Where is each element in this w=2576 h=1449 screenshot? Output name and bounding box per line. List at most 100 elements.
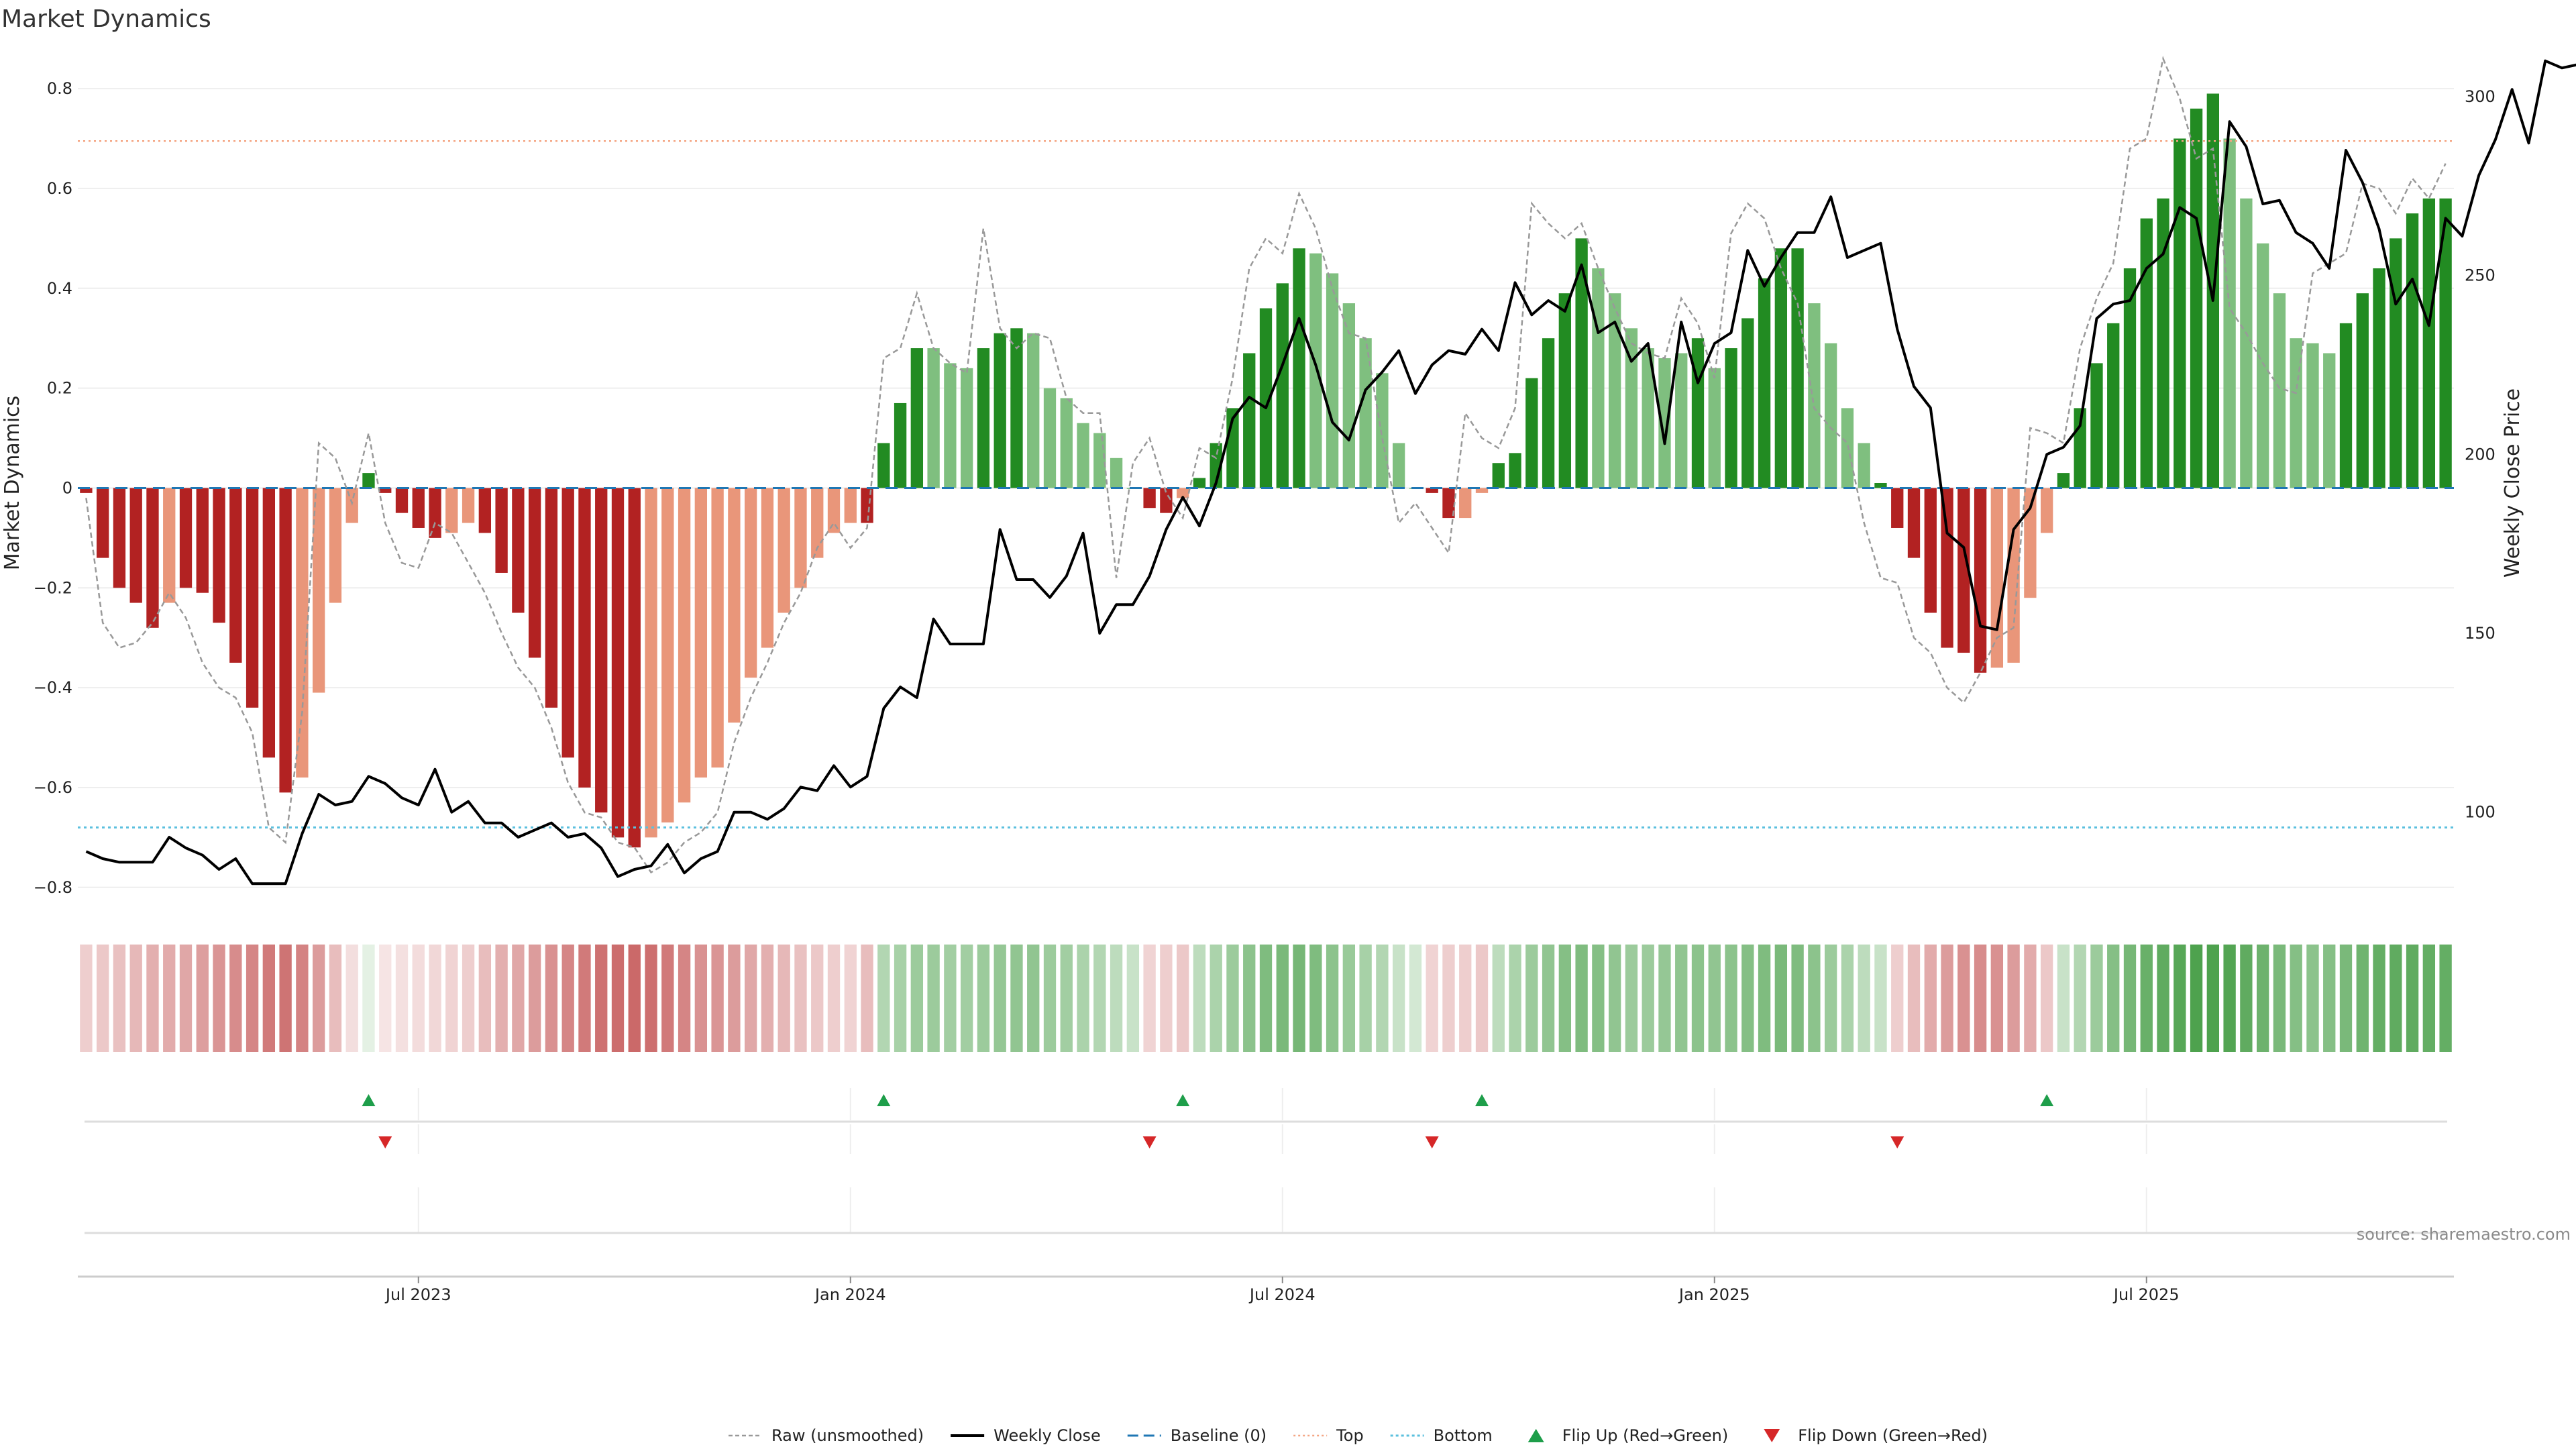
legend-swatch-flip-up: [1527, 1429, 1544, 1442]
dynamics-bar: [994, 333, 1006, 488]
heat-cell: [2339, 945, 2353, 1052]
heat-cell: [1176, 945, 1189, 1052]
heat-cell: [1376, 945, 1389, 1052]
dynamics-bar: [279, 488, 292, 793]
heat-cell: [2090, 945, 2103, 1052]
y2-tick-label: 250: [2465, 266, 2496, 285]
dynamics-bar: [927, 348, 940, 488]
heat-cell: [1426, 945, 1438, 1052]
dynamics-bar: [1243, 353, 1256, 488]
dynamics-bar: [628, 488, 641, 848]
dynamics-bar: [1575, 238, 1588, 488]
dynamics-bar: [595, 488, 608, 813]
dynamics-bar: [1558, 293, 1572, 488]
heat-cell: [445, 945, 458, 1052]
dynamics-bar: [2190, 108, 2203, 488]
heat-cell: [113, 945, 126, 1052]
heat-cell: [229, 945, 242, 1052]
heat-cell: [1791, 945, 1804, 1052]
heat-cell: [2373, 945, 2385, 1052]
dynamics-bar: [578, 488, 591, 788]
y-tick-label: 0.4: [47, 279, 72, 298]
dynamics-bar: [495, 488, 508, 573]
heat-cell: [2174, 945, 2186, 1052]
dynamics-bar: [1758, 278, 1771, 488]
heat-cell: [1492, 945, 1505, 1052]
dynamics-bar: [2356, 293, 2369, 488]
legend-label: Weekly Close: [994, 1426, 1101, 1445]
y2-axis-label: Weekly Close Price: [2501, 388, 2524, 578]
dynamics-bar: [163, 488, 176, 603]
heat-cell: [960, 945, 973, 1052]
heat-cell: [495, 945, 508, 1052]
dynamics-bar: [1326, 273, 1339, 488]
dynamics-bar: [1093, 433, 1106, 488]
heat-cell: [1957, 945, 1970, 1052]
heat-cell: [1874, 945, 1887, 1052]
heat-cell: [1808, 945, 1821, 1052]
dynamics-bar: [1658, 358, 1671, 488]
dynamics-bar: [1459, 488, 1472, 519]
y-tick-label: 0.6: [47, 179, 72, 198]
heat-cell: [2240, 945, 2253, 1052]
flip-up-marker: [877, 1094, 891, 1106]
dynamics-bar: [1741, 318, 1754, 488]
heat-cell: [877, 945, 890, 1052]
y-tick-label: −0.2: [34, 578, 72, 597]
dynamics-bar: [2157, 198, 2169, 488]
dynamics-bar: [827, 488, 841, 533]
dynamics-bar: [844, 488, 857, 523]
dynamics-bar: [229, 488, 242, 663]
dynamics-bar: [345, 488, 358, 523]
dynamics-bar: [794, 488, 807, 588]
heat-cell: [462, 945, 475, 1052]
dynamics-bar: [2057, 473, 2070, 488]
heat-cell: [329, 945, 342, 1052]
heat-cell: [1459, 945, 1472, 1052]
flip-down-marker: [1890, 1136, 1904, 1148]
dynamics-bar: [329, 488, 342, 603]
dynamics-bar: [1492, 463, 1505, 488]
heat-cell: [1326, 945, 1339, 1052]
heat-cell: [96, 945, 109, 1052]
heat-cell: [611, 945, 625, 1052]
heat-cell: [1442, 945, 1455, 1052]
dynamics-bar: [861, 488, 873, 523]
heat-cell: [80, 945, 93, 1052]
heat-cell: [910, 945, 924, 1052]
dynamics-bar: [1924, 488, 1937, 613]
heat-cell: [1907, 945, 1921, 1052]
heat-cell: [894, 945, 907, 1052]
dynamics-bar: [296, 488, 309, 778]
y-tick-label: 0: [62, 478, 72, 497]
heat-cell: [429, 945, 441, 1052]
legend-label: Flip Up (Red→Green): [1562, 1426, 1729, 1445]
dynamics-bar: [2406, 213, 2419, 488]
heat-cell: [312, 945, 325, 1052]
heat-cell: [1126, 945, 1140, 1052]
dynamics-bar: [113, 488, 126, 588]
flip-down-marker: [1425, 1136, 1439, 1148]
dynamics-bar: [1293, 248, 1305, 488]
heat-cell: [2422, 945, 2436, 1052]
dynamics-bar: [1824, 343, 1837, 488]
heat-cell: [1675, 945, 1688, 1052]
dynamics-bar: [2240, 198, 2253, 488]
heat-cell: [196, 945, 209, 1052]
dynamics-bar: [1475, 488, 1489, 493]
heat-cell: [994, 945, 1006, 1052]
dynamics-bar: [1957, 488, 1970, 653]
dynamics-bar: [1259, 308, 1273, 488]
flip-up-marker: [2040, 1094, 2054, 1106]
heat-cell: [2256, 945, 2269, 1052]
y-tick-label: 0.2: [47, 379, 72, 398]
dynamics-bar: [512, 488, 525, 613]
heat-cell: [179, 945, 193, 1052]
heat-cell: [296, 945, 309, 1052]
legend-item-baseline: Baseline (0): [1127, 1426, 1267, 1445]
heat-cell: [1558, 945, 1572, 1052]
heat-cell: [1392, 945, 1405, 1052]
dynamics-bar: [1010, 328, 1023, 488]
dynamics-bar: [2123, 268, 2137, 488]
y-tick-label: −0.4: [34, 678, 72, 697]
